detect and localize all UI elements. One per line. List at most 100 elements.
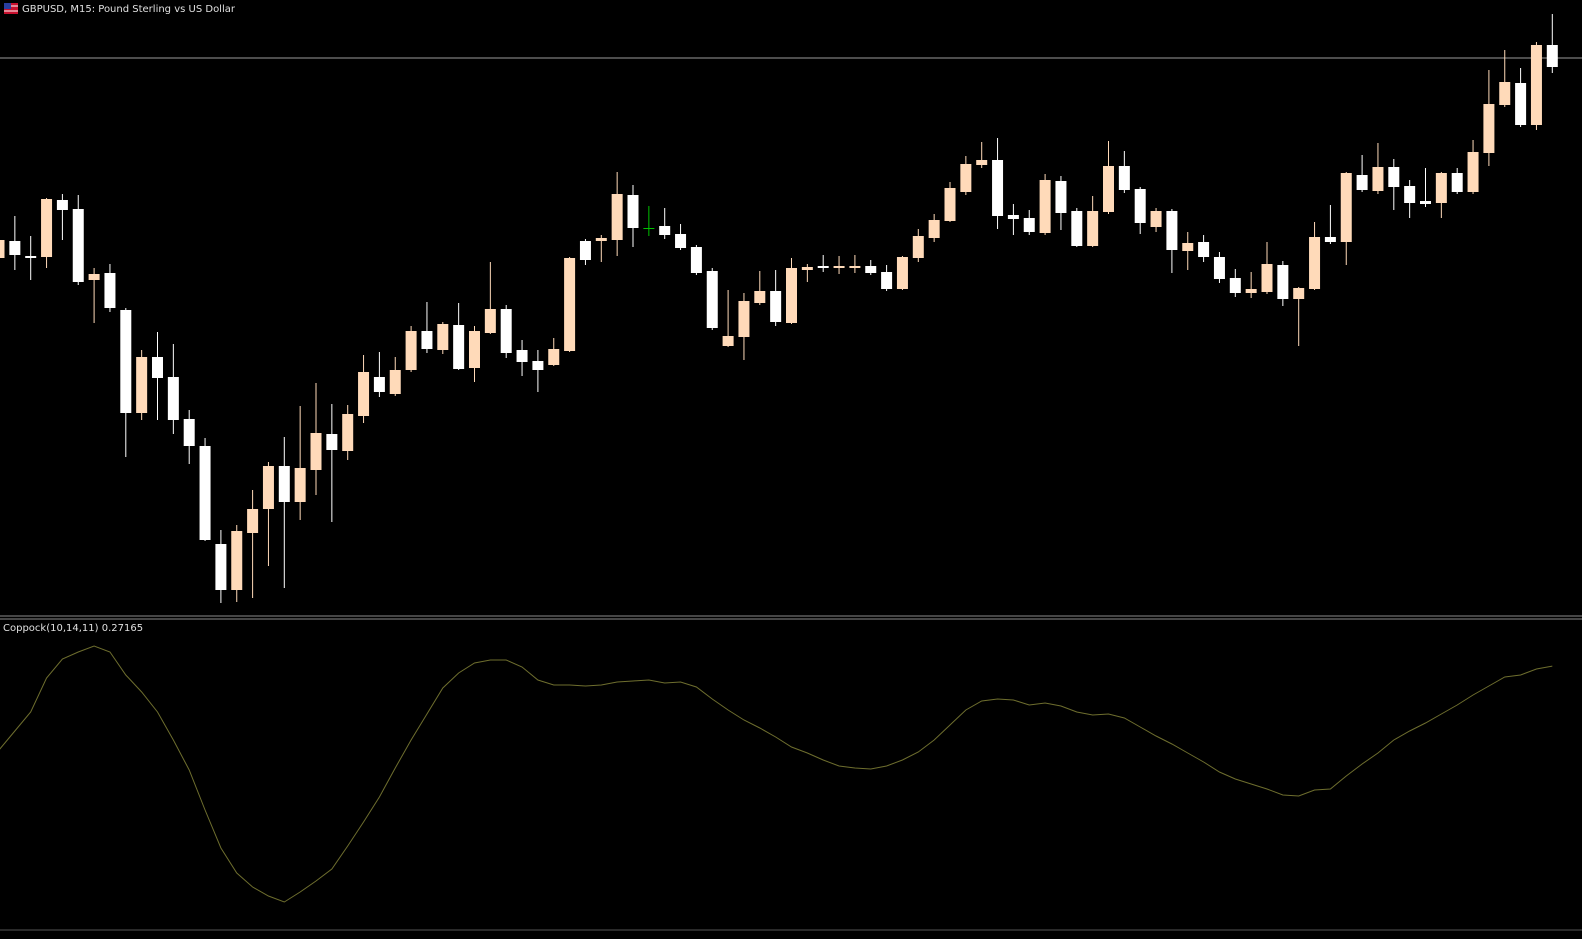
indicator-title: Coppock(10,14,11) 0.27165	[3, 623, 143, 634]
candle-body	[1372, 167, 1384, 191]
candle-body	[152, 357, 163, 378]
candle-body	[326, 434, 338, 450]
candle-body	[564, 258, 576, 351]
symbol-icon	[4, 3, 18, 14]
candle-body	[1103, 166, 1114, 212]
candle-body	[770, 291, 782, 322]
candle-body	[1039, 180, 1051, 233]
candle-body	[992, 160, 1004, 216]
candle-body	[1515, 83, 1527, 125]
candle-body	[41, 199, 53, 257]
candle-body	[25, 256, 37, 258]
candle-body	[912, 236, 924, 258]
candle-body	[1087, 211, 1099, 246]
candle-body	[960, 164, 972, 192]
candle-body	[1404, 186, 1416, 203]
candle-body	[215, 544, 227, 590]
candle-body	[944, 188, 956, 221]
candle-body	[1467, 152, 1479, 192]
candle-body	[247, 509, 259, 533]
candle-body	[690, 247, 702, 273]
candle-body	[786, 268, 797, 323]
candle-body	[1229, 278, 1241, 293]
candle-body	[437, 324, 449, 350]
candle-body	[865, 266, 877, 273]
candle-body	[532, 361, 544, 370]
candle-body	[1023, 218, 1035, 232]
icon-flag-canton	[4, 3, 11, 9]
candle-body	[738, 301, 750, 337]
candle-body	[611, 194, 623, 240]
candle-body	[278, 466, 290, 502]
indicator-line	[0, 645, 1553, 903]
candle-body	[1118, 166, 1130, 190]
candle-body	[595, 238, 607, 241]
chart-title: GBPUSD, M15: Pound Sterling vs US Dollar	[22, 4, 236, 15]
candle-body	[136, 357, 148, 413]
candle-body	[1261, 264, 1273, 292]
candle-body	[1356, 175, 1368, 190]
candle-body	[9, 241, 21, 255]
candle-body	[928, 220, 940, 238]
candle-body	[342, 414, 354, 451]
candle-body	[231, 531, 243, 590]
candle-body	[675, 234, 687, 248]
candle-body	[754, 291, 766, 303]
candle-body	[1420, 201, 1431, 204]
candle-body	[1150, 211, 1162, 227]
candle-body	[1245, 289, 1257, 293]
candle-body	[183, 419, 195, 446]
candle-body	[104, 273, 116, 308]
candle-body	[516, 350, 528, 362]
candle-body	[849, 266, 861, 268]
candle-body	[659, 226, 671, 235]
candle-body	[881, 272, 893, 289]
candle-body	[1546, 45, 1558, 67]
candle-body	[1388, 167, 1400, 187]
candle-body	[896, 257, 908, 289]
candle-body	[1483, 104, 1495, 153]
candle-body	[1530, 45, 1542, 125]
candle-body	[405, 331, 417, 370]
candle-body	[1213, 257, 1225, 279]
candle-body	[1499, 82, 1511, 105]
candle-body	[1182, 243, 1194, 251]
candle-body	[358, 372, 370, 416]
candle-body	[294, 468, 306, 502]
candle-body	[817, 266, 829, 268]
candle-body	[1451, 173, 1463, 192]
candle-body	[469, 331, 480, 368]
candle-body	[88, 274, 100, 280]
candle-body	[1277, 265, 1289, 299]
candle-body	[627, 195, 639, 228]
candle-body	[453, 325, 465, 369]
candle-body	[1055, 181, 1067, 213]
candle-body	[1293, 288, 1305, 299]
candle-body	[167, 377, 179, 420]
candle-body	[56, 200, 68, 210]
candle-body	[484, 309, 496, 333]
candle-body	[421, 331, 433, 349]
candle-body	[801, 267, 813, 270]
candle-body	[643, 228, 655, 229]
candle-body	[1340, 173, 1352, 242]
candle-body	[548, 349, 560, 365]
candle-body	[120, 310, 132, 413]
candle-body	[72, 209, 84, 282]
candle-body	[373, 377, 385, 392]
candle-body	[1071, 211, 1083, 246]
candle-body	[199, 446, 211, 540]
candle-body	[722, 336, 734, 346]
candle-body	[1324, 237, 1336, 242]
candle-body	[1435, 173, 1447, 203]
candle-body	[1007, 215, 1019, 219]
candle-body	[1134, 189, 1146, 223]
candle-body	[1198, 242, 1210, 257]
candle-body	[0, 240, 5, 258]
candle-body	[500, 309, 512, 353]
candle-body	[706, 271, 718, 328]
candle-body	[262, 466, 274, 509]
candle-body	[976, 160, 988, 165]
